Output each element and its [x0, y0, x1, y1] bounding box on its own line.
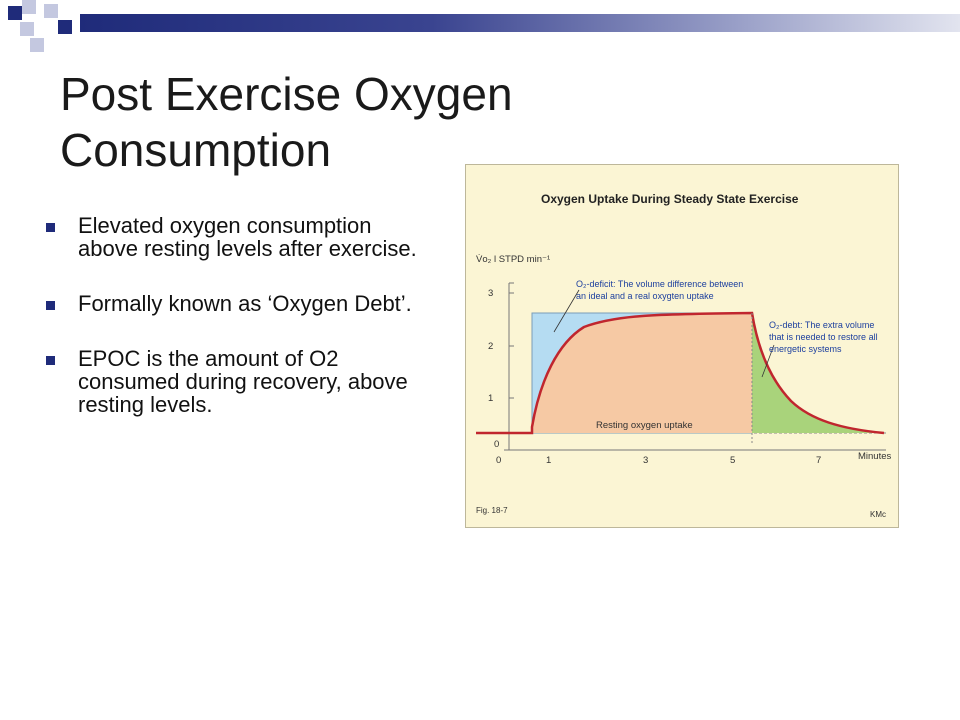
header-bar [80, 14, 960, 32]
debt-region [752, 315, 884, 433]
oxygen-uptake-curve [476, 311, 885, 435]
debt-note-line: that is needed to restore all [769, 332, 878, 342]
bullet-list: Elevated oxygen consumption above restin… [44, 214, 424, 448]
deco-square [8, 6, 22, 20]
bullet-item: Elevated oxygen consumption above restin… [44, 214, 424, 260]
figure-credit: KMc [870, 510, 886, 519]
slide-title: Post Exercise Oxygen Consumption [60, 68, 513, 176]
bullet-item: Formally known as ‘Oxygen Debt’. [44, 292, 424, 315]
deco-square [22, 0, 36, 14]
bullet-square-icon [46, 301, 55, 310]
bullet-text: Elevated oxygen consumption above restin… [78, 213, 417, 261]
x-tick-label: 1 [546, 455, 551, 466]
debt-note-line: O₂-debt: The extra volume [769, 320, 874, 330]
deficit-note-line: O₂-deficit: The volume difference betwee… [576, 279, 743, 289]
x-axis-label: Minutes [858, 451, 892, 462]
figure-label: Fig. 18-7 [476, 506, 508, 515]
uptake-region [532, 313, 752, 433]
y-tick-label: 3 [488, 288, 493, 299]
deco-square [30, 38, 44, 52]
y-tick-label: 2 [488, 341, 493, 352]
figure-title: Oxygen Uptake During Steady State Exerci… [541, 192, 799, 206]
bullet-square-icon [46, 356, 55, 365]
x-tick-label: 7 [816, 455, 821, 466]
bullet-square-icon [46, 223, 55, 232]
deco-square [58, 20, 72, 34]
resting-label: Resting oxygen uptake [596, 420, 693, 431]
oxygen-uptake-figure: Oxygen Uptake During Steady State Exerci… [465, 164, 899, 528]
x-tick-label: 3 [643, 455, 648, 466]
bullet-text: EPOC is the amount of O2 consumed during… [78, 346, 408, 417]
debt-note-line: energetic systems [769, 344, 842, 354]
y-tick-label: 1 [488, 393, 493, 404]
bullet-text: Formally known as ‘Oxygen Debt’. [78, 291, 412, 316]
x-tick-label: 5 [730, 455, 735, 466]
deco-square [20, 22, 34, 36]
deficit-pointer-line [553, 289, 580, 333]
figure-svg: Oxygen Uptake During Steady State Exerci… [476, 192, 892, 519]
x-tick-label: 0 [496, 455, 501, 466]
y-tick-label: 0 [494, 439, 499, 450]
y-axis-label: V̇o₂ l STPD min⁻¹ [476, 254, 550, 265]
deco-square [44, 4, 58, 18]
debt-pointer-line [761, 344, 775, 378]
deficit-note-line: an ideal and a real oxygten uptake [576, 291, 714, 301]
bullet-item: EPOC is the amount of O2 consumed during… [44, 347, 424, 416]
